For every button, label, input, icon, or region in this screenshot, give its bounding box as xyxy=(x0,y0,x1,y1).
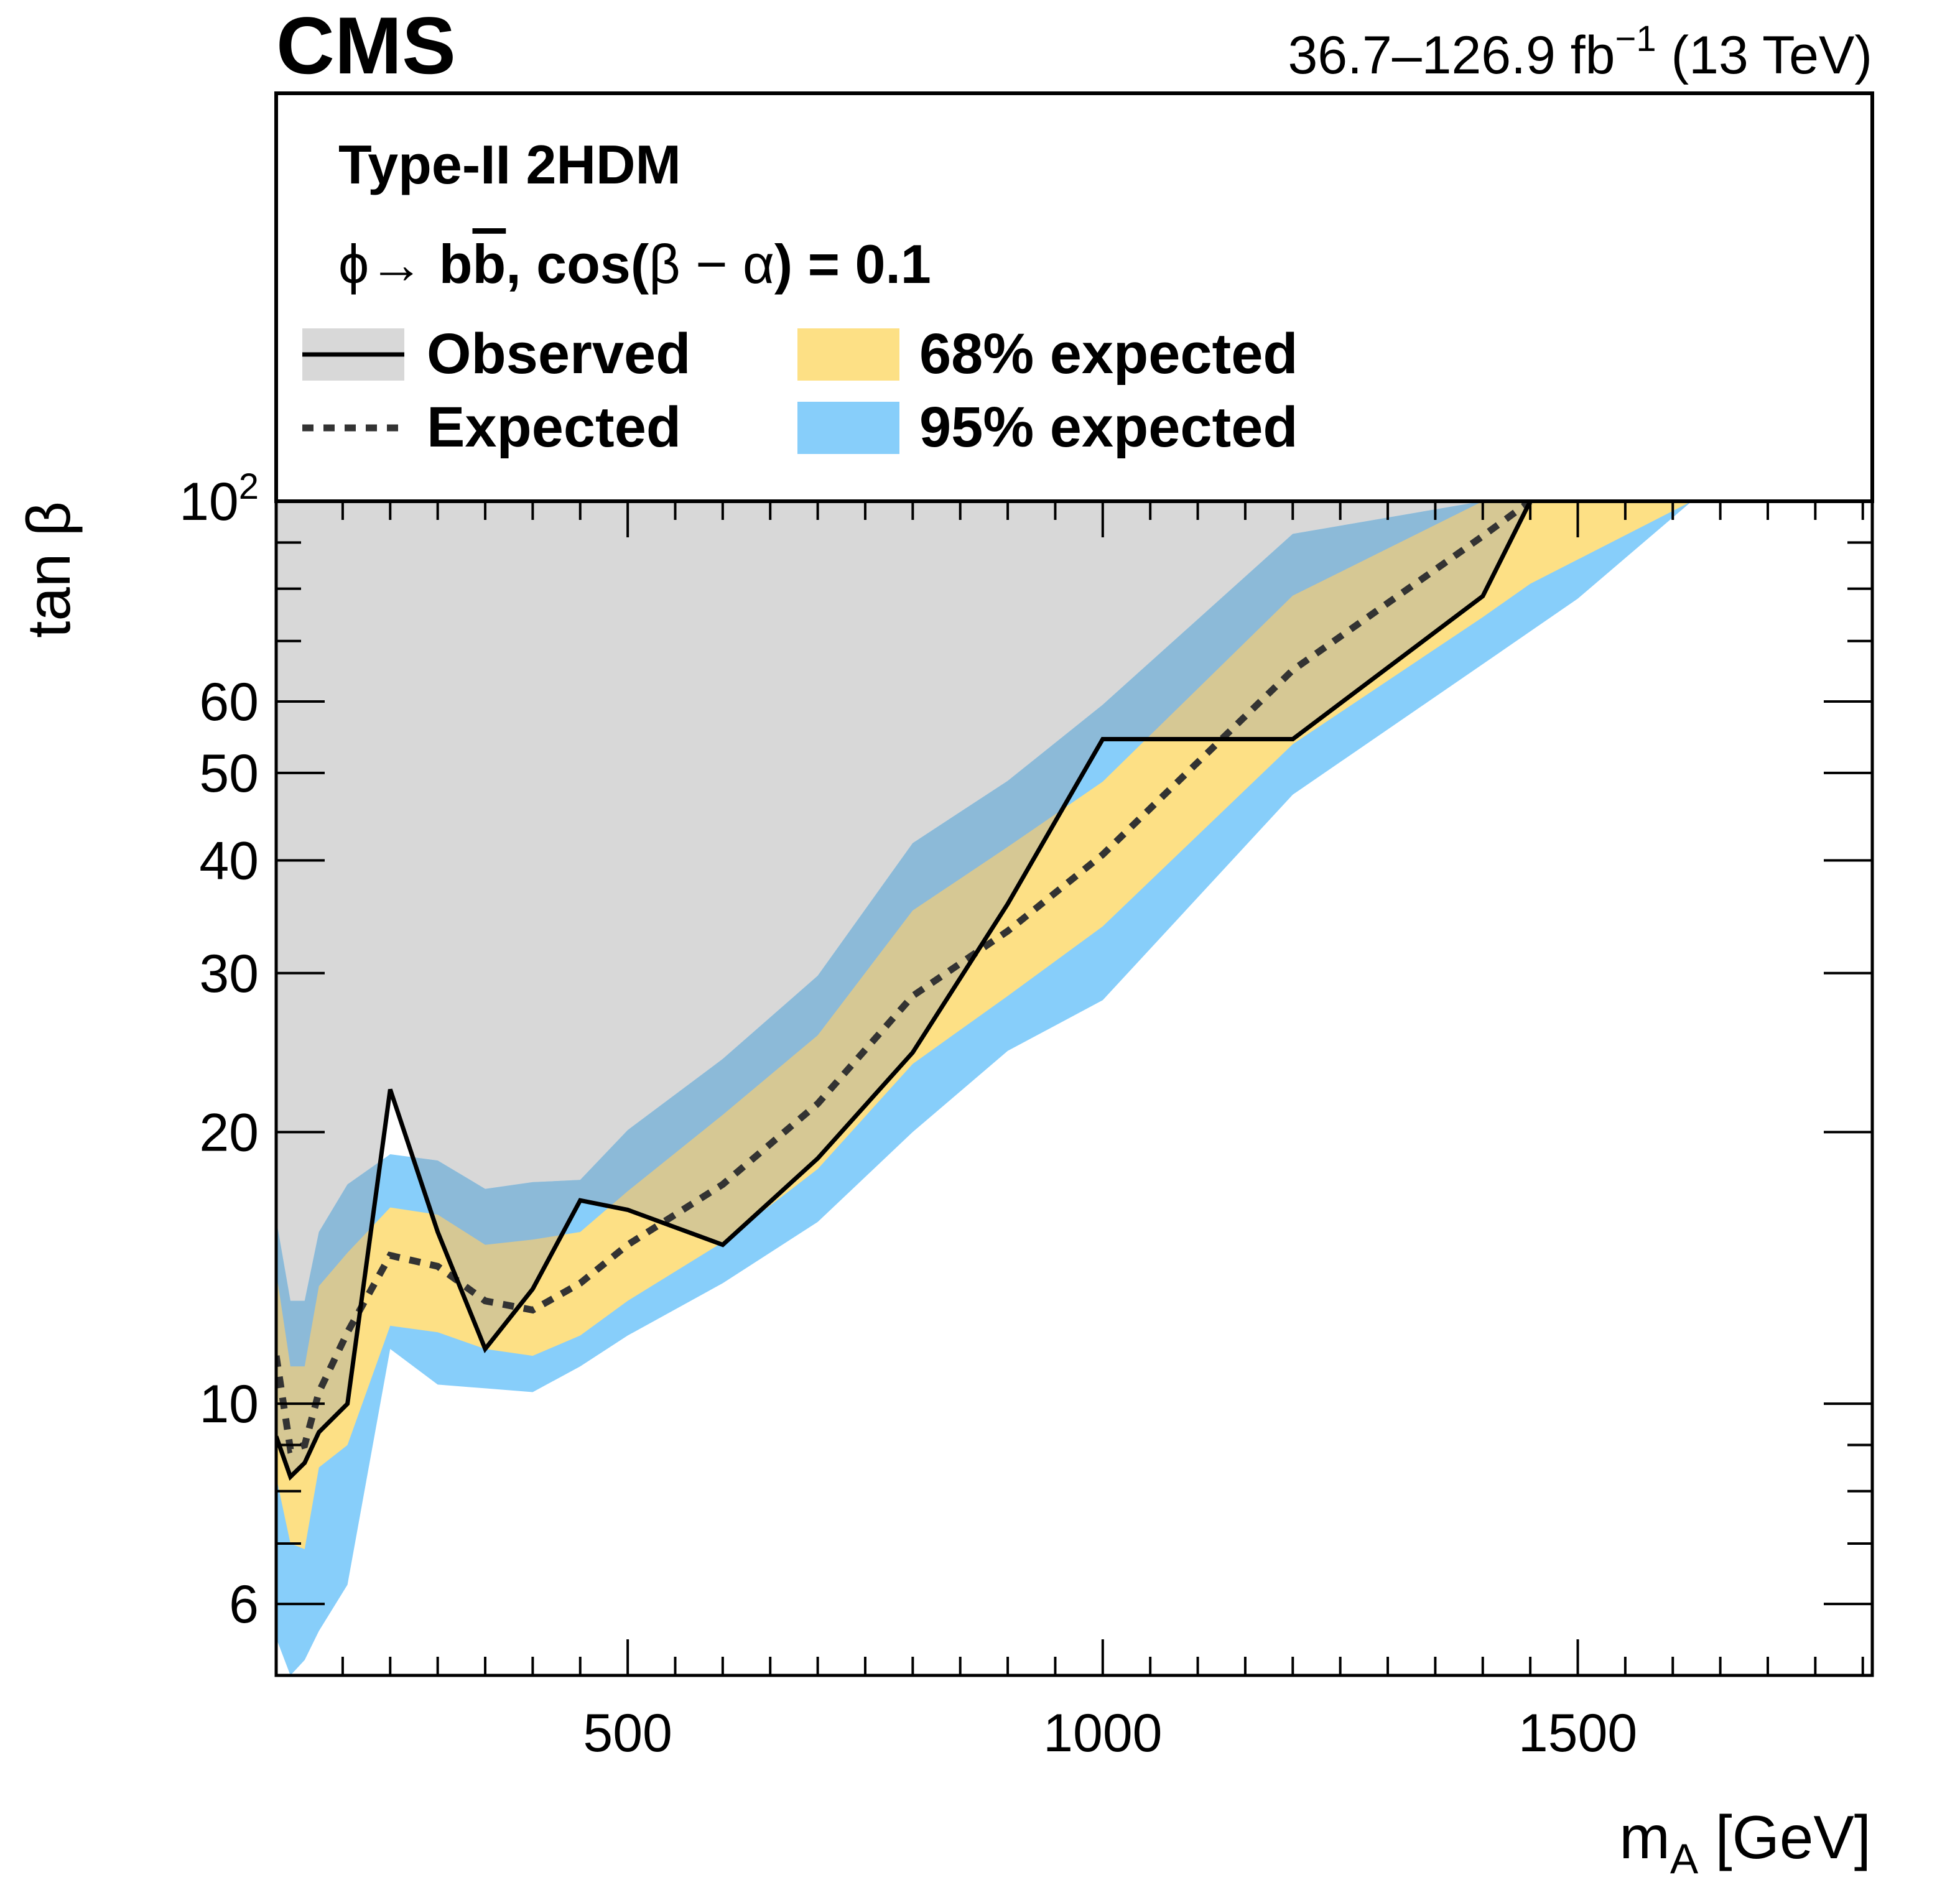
y-tick-label: 6 xyxy=(229,1575,259,1634)
legend-68-label: 68% expected xyxy=(919,322,1298,386)
legend-process-label: ϕ→ bb, cos(β − α) = 0.1 xyxy=(338,233,931,295)
luminosity-label: 36.7–126.9 fb−1 (13 TeV) xyxy=(1288,19,1872,85)
y-tick-label: 50 xyxy=(199,744,259,803)
tick-labels: 500 1000 1500 6 10 20 30 40 50 60 102 xyxy=(179,466,1637,1763)
band-95-over-excluded xyxy=(276,501,1531,1477)
y-axis-title: tan β xyxy=(14,501,83,638)
axis-ticks xyxy=(276,500,1872,1677)
y-tick-label: 40 xyxy=(199,831,259,891)
y-tick-label: 102 xyxy=(179,466,259,532)
y-tick-label: 60 xyxy=(199,672,259,732)
x-tick-label: 500 xyxy=(583,1703,672,1763)
cms-label: CMS xyxy=(276,0,456,91)
x-tick-label: 1500 xyxy=(1518,1703,1637,1763)
legend: Type-II 2HDM ϕ→ bb, cos(β − α) = 0.1 Obs… xyxy=(274,91,1874,503)
x-tick-label: 1000 xyxy=(1043,1703,1162,1763)
legend-95-swatch xyxy=(797,402,899,454)
y-tick-label: 30 xyxy=(199,944,259,1004)
plot-area xyxy=(276,501,1872,1675)
legend-box xyxy=(274,91,1874,503)
y-tick-label: 10 xyxy=(199,1374,259,1434)
legend-model-label: Type-II 2HDM xyxy=(338,134,681,195)
legend-expected-label: Expected xyxy=(427,396,681,459)
band-68-expected xyxy=(276,501,1692,1549)
plot-frame xyxy=(274,499,1874,1677)
legend-68-swatch xyxy=(797,328,899,381)
y-tick-label: 20 xyxy=(199,1103,259,1162)
expected-line xyxy=(276,501,1533,1454)
x-axis-title: mA [GeV] xyxy=(1619,1803,1871,1880)
legend-observed-label: Observed xyxy=(427,322,690,386)
observed-line xyxy=(276,501,1533,1481)
legend-95-label: 95% expected xyxy=(919,396,1298,459)
